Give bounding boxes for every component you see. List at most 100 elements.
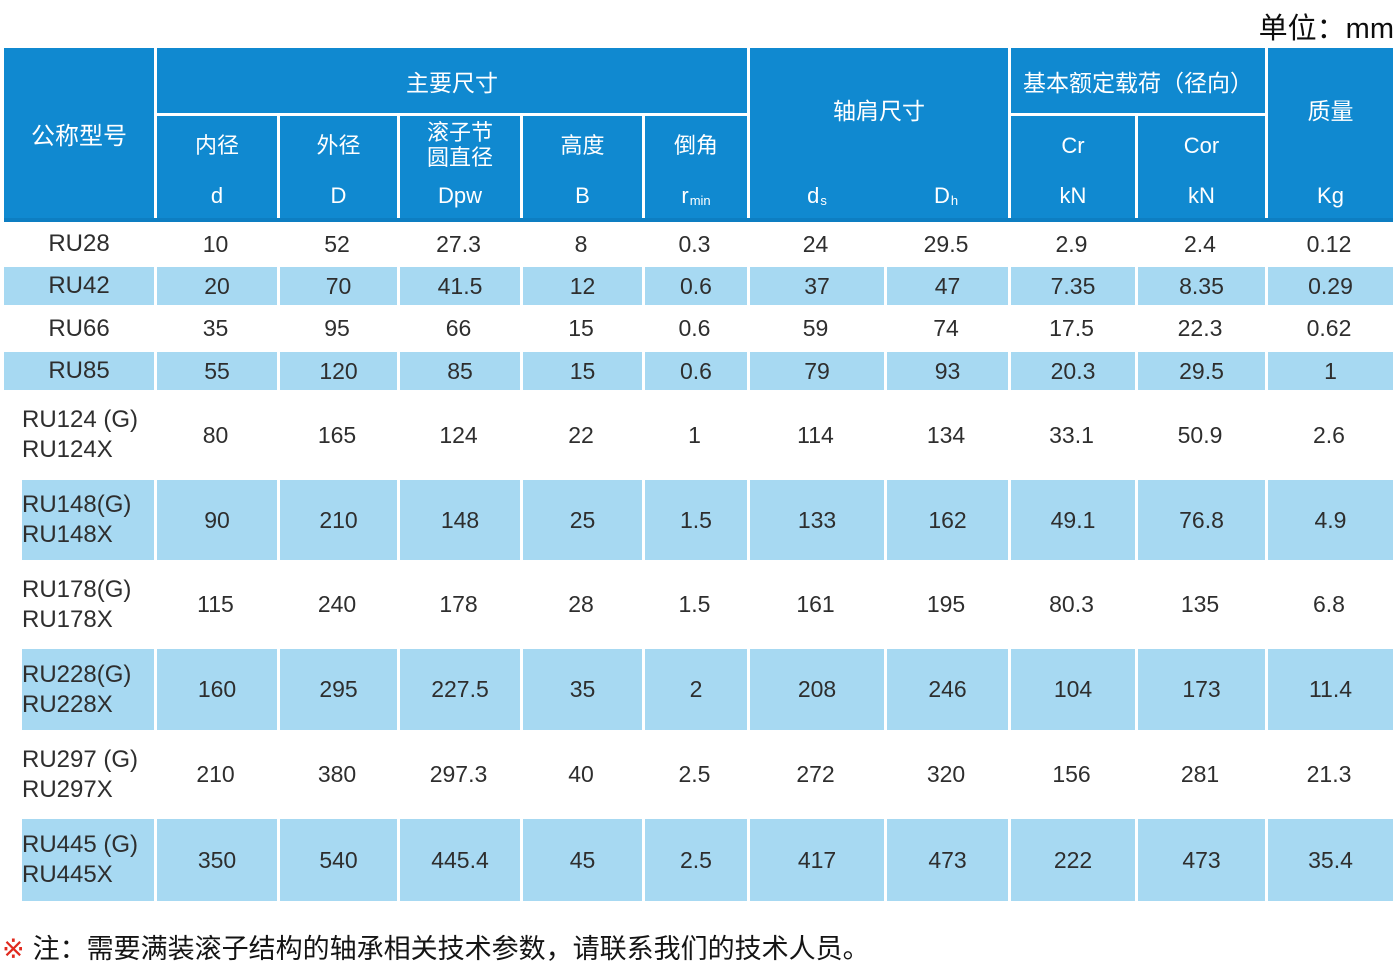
value-cell: 133 [747,478,884,562]
value-cell: 55 [154,350,277,392]
header-chamfer-symbol: r min [645,174,747,218]
ds-symbol-sub: s [820,192,827,208]
value-cell: 45 [520,817,642,903]
value-cell: 178 [439,591,478,617]
value-cell: 0.6 [642,350,747,392]
value-cell: 320 [926,761,966,787]
model-cell: RU124 (G) RU124X [4,392,154,478]
model-line: RU178(G) [22,575,132,603]
header-pitch-diameter: 滚子节 圆直径 Dpw [400,116,520,218]
value-cell: 473 [884,817,1008,903]
value-cell: 473 [1135,817,1265,903]
table-body: RU28 10 52 27.3 8 0.3 24 29.5 2.9 2.4 0.12 RU42 20 70… [4,223,1393,903]
value-cell: 165 [317,421,357,448]
value-cell: 22.3 [1177,315,1223,341]
value-cell: 28 [568,591,594,617]
value-cell: 20 [154,265,277,307]
value-cell: 297.3 [429,761,488,787]
header-chamfer-label: 倒角 [673,132,718,158]
value-cell: 104 [1008,647,1135,732]
model-cell: RU297 (G) RU297X [4,732,154,817]
value-cell: 76.8 [1135,478,1265,562]
header-outer-label: 外径 [316,132,361,158]
value-cell: 93 [884,350,1008,392]
header-mass-label: 质量 [1307,97,1354,124]
value-cell: 417 [747,817,884,903]
value-cell: 173 [1135,647,1265,732]
value-cell: 17.5 [1049,315,1094,341]
value-cell: 350 [154,817,277,903]
chamfer-symbol-base: r [681,183,689,208]
footnote: ※ 注：需要满装滚子结构的轴承相关技术参数，请联系我们的技术人员。 [2,927,870,966]
value-cell: 210 [277,478,397,562]
value-cell: 47 [884,265,1008,307]
model-line: RU178X [22,605,113,633]
value-cell: 445.4 [397,817,520,903]
table-row: RU66 35 95 66 15 0.6 59 74 17.5 22.3 0.62 [4,307,1393,350]
dh-symbol-sub: h [950,192,959,208]
table-row: RU228(G) RU228X 160 295 227.5 35 2 208 246 104 173… [4,647,1393,732]
value-cell: 80.3 [1049,591,1094,617]
value-cell: 15 [520,350,642,392]
chamfer-symbol-sub: min [689,192,711,208]
table-row: RU148(G) RU148X 90 210 148 25 1.5 133 162 49.1 76.… [4,478,1393,562]
model-line: RU66 [48,314,110,342]
value-cell: 8.35 [1135,265,1265,307]
value-cell: 37 [747,265,884,307]
value-cell: 90 [154,478,277,562]
value-cell: 195 [926,591,966,617]
header-inner-diameter: 内径 d [157,116,277,218]
value-cell: 156 [1052,761,1091,787]
value-cell: 80 [202,421,229,448]
value-cell: 120 [277,350,397,392]
value-cell: 0.6 [678,315,711,341]
model-cell: RU66 [4,307,154,350]
bearing-spec-table: 公称型号 主要尺寸 内径 d 外径 D 滚子节 圆直径 Dpw 高度 B [4,48,1393,904]
table-row: RU124 (G) RU124X 80 165 124 22 1 114 134 33.1 50.9… [4,392,1393,478]
table-row: RU42 20 70 41.5 12 0.6 37 47 7.35 8.35 0.29 [4,265,1393,307]
value-cell: 0.6 [642,265,747,307]
value-cell: 40 [568,761,594,787]
value-cell: 0.12 [1306,230,1352,257]
header-height-label: 高度 [560,132,605,158]
value-cell: 21.3 [1306,761,1352,787]
value-cell: 52 [324,230,350,257]
value-cell: 66 [445,315,472,341]
table-row: RU85 55 120 85 15 0.6 79 93 20.3 29.5 1 [4,350,1393,392]
model-cell: RU42 [4,265,154,307]
header-cor-label: Cor [1183,132,1220,158]
value-cell: 246 [884,647,1008,732]
model-cell: RU228(G) RU228X [4,647,154,732]
header-model: 公称型号 [31,122,127,150]
value-cell: 2.4 [1184,230,1216,257]
value-cell: 35 [520,647,642,732]
value-cell: 2.5 [678,761,711,787]
header-height-symbol: B [575,183,590,208]
value-cell: 295 [277,647,397,732]
divider [157,113,747,116]
value-cell: 2.5 [642,817,747,903]
value-cell: 380 [317,761,357,787]
value-cell: 115 [197,591,234,617]
value-cell: 79 [747,350,884,392]
table-row: RU445 (G) RU445X 350 540 445.4 45 2.5 417 473 222… [4,817,1393,903]
value-cell: 134 [926,421,966,448]
value-cell: 12 [520,265,642,307]
value-cell: 35 [202,315,229,341]
table-header: 公称型号 主要尺寸 内径 d 外径 D 滚子节 圆直径 Dpw 高度 B [4,48,1393,222]
value-cell: 210 [196,761,235,787]
value-cell: 4.9 [1265,478,1393,562]
value-cell: 24 [802,230,829,257]
divider [397,116,400,218]
header-basic-load: 基本额定载荷（径向） [1023,69,1253,96]
value-cell: 135 [1180,591,1220,617]
value-cell: 20.3 [1008,350,1135,392]
value-cell: 35.4 [1265,817,1393,903]
model-line: RU445 (G) [22,831,139,858]
value-cell: 2.6 [1313,421,1345,448]
divider [277,116,280,218]
value-cell: 1.5 [642,478,747,562]
header-inner-symbol: d [210,183,224,208]
